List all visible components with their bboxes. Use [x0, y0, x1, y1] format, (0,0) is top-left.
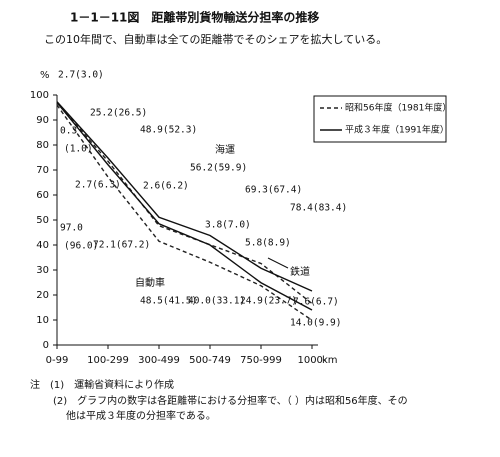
y-tick-label: 50 [36, 215, 49, 226]
chart-subtitle: この10年間で、自動車は全ての距離帯でそのシェアを拡大している。 [44, 32, 387, 46]
y-tick-label: 90 [36, 115, 49, 126]
data-label: (6.7) [310, 297, 339, 308]
data-label: 78.4 [290, 203, 313, 214]
x-tick-label: 100-299 [87, 355, 129, 366]
share-name: 海運 [215, 143, 235, 156]
x-axis-unit: km [322, 355, 338, 366]
y-tick-label: 20 [36, 290, 49, 301]
share-line [56, 102, 313, 305]
data-label: (26.5) [113, 108, 147, 119]
data-label: (33.1) [211, 296, 245, 307]
footnote: (2) グラフ内の数字は各距離帯における分担率で、（ ）内は昭和56年度、その [53, 394, 408, 407]
y-tick-label: 30 [36, 265, 49, 276]
data-label: 72.1 [93, 240, 116, 251]
share-name: 自動車 [135, 276, 165, 289]
chart-title: 1－1－11図 距離帯別貨物輸送分担率の推移 [70, 10, 319, 25]
data-label: 5.8 [245, 238, 262, 249]
data-label: (3.0) [75, 70, 104, 81]
y-tick-label: 70 [36, 165, 49, 176]
y-tick-label: 10 [36, 315, 49, 326]
y-tick-label: 0 [43, 340, 49, 351]
data-label: 2.6 [143, 181, 160, 192]
data-label: (59.9) [213, 163, 247, 174]
y-tick-label: 60 [36, 190, 49, 201]
data-label: 56.2 [190, 163, 213, 174]
data-label: (23.7) [263, 296, 297, 307]
data-label: (96.0) [64, 241, 98, 252]
data-label: 2.7 [58, 70, 75, 81]
footnote: 注 (1) 運輸省資料により作成 [30, 378, 174, 391]
data-label: (9.9) [313, 318, 342, 329]
x-tick-label: 1000- [297, 355, 326, 366]
data-label: (67.2) [116, 240, 150, 251]
legend-label: 平成３年度（1991年度） [345, 124, 449, 136]
data-label: 24.9 [240, 296, 263, 307]
footnote: 他は平成３年度の分担率である。 [66, 409, 216, 422]
share-line [56, 104, 313, 321]
share-name: 鉄道 [290, 265, 310, 278]
y-tick-label: 80 [36, 140, 49, 151]
y-axis-label: % [40, 70, 50, 81]
x-tick-label: 750-999 [240, 355, 282, 366]
data-label: (52.3) [163, 125, 197, 136]
legend-label: 昭和56年度（1981年度） [345, 102, 451, 114]
share-line [56, 102, 313, 311]
data-label: (8.9) [262, 238, 291, 249]
data-label: (6.3) [92, 180, 121, 191]
data-label: (41.5) [163, 296, 197, 307]
data-label: (67.4) [268, 185, 302, 196]
x-tick-label: 0-99 [46, 355, 69, 366]
data-label: (6.2) [160, 181, 189, 192]
data-label: 40.0 [188, 296, 211, 307]
data-label: 14.0 [290, 318, 313, 329]
leader [267, 257, 289, 269]
y-tick-label: 100 [30, 90, 49, 101]
x-tick-label: 500-749 [189, 355, 231, 366]
share-line [56, 101, 313, 292]
y-tick-label: 40 [36, 240, 49, 251]
legend-box [313, 95, 447, 143]
x-tick-label: 300-499 [138, 355, 180, 366]
data-label: 97.0 [60, 223, 83, 234]
data-label: (7.0) [222, 220, 251, 231]
data-label: 48.9 [140, 125, 163, 136]
data-label: 2.7 [75, 180, 92, 191]
data-label: 3.8 [205, 220, 222, 231]
data-label: 25.2 [90, 108, 113, 119]
data-label: 69.3 [245, 185, 268, 196]
data-label: 0.3 [60, 126, 77, 137]
data-label: 7.6 [293, 297, 310, 308]
data-label: 48.5 [140, 296, 163, 307]
data-label: (83.4) [313, 203, 347, 214]
data-label: (1.0) [64, 144, 93, 155]
